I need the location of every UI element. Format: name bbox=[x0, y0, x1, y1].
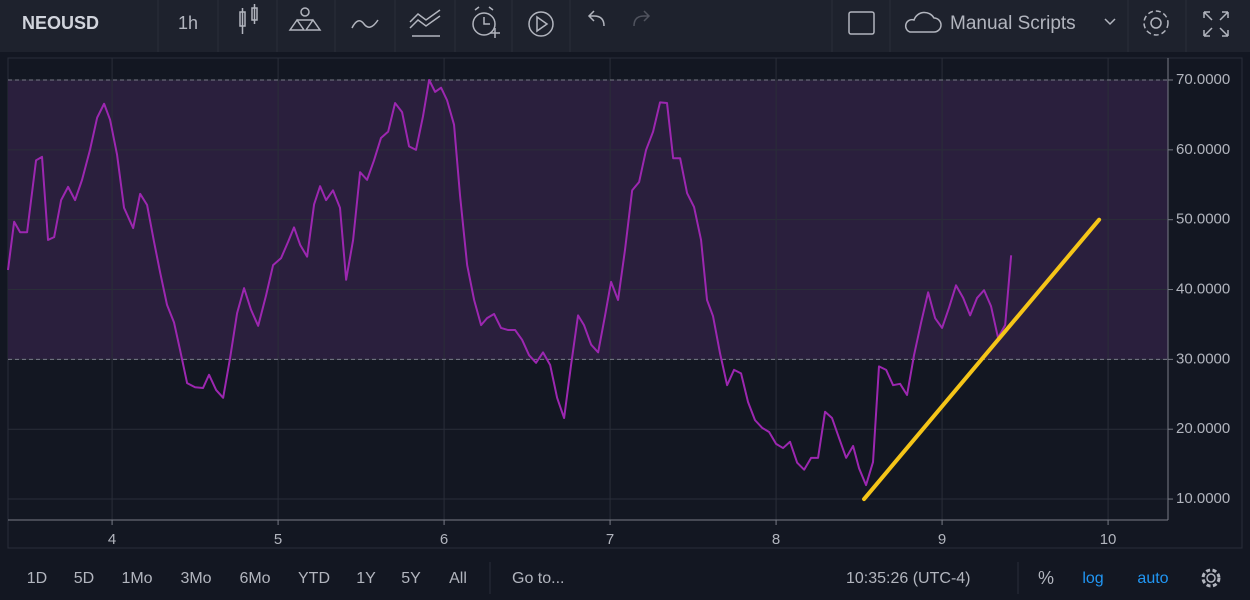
cloud-icon[interactable] bbox=[904, 11, 942, 33]
settings-icon[interactable] bbox=[1201, 568, 1221, 588]
toolbar-separators bbox=[157, 0, 1187, 52]
trend-line[interactable] bbox=[862, 217, 1102, 502]
candles-icon[interactable] bbox=[239, 4, 258, 34]
templates-icon[interactable] bbox=[409, 9, 441, 37]
top-toolbar bbox=[0, 0, 1250, 52]
time: 10:35:26 (UTC-4) bbox=[846, 570, 971, 587]
scripts-menu[interactable]: Manual Scripts bbox=[950, 13, 1076, 34]
x-tick-label: 5 bbox=[274, 531, 282, 548]
y-tick-label: 30.0000 bbox=[1176, 350, 1230, 367]
auto-toggle[interactable]: auto bbox=[1137, 570, 1168, 587]
symbol[interactable]: NEOUSD bbox=[22, 13, 99, 33]
redo-icon[interactable] bbox=[633, 10, 651, 27]
range-button[interactable]: 5D bbox=[74, 570, 94, 587]
indicator-icon[interactable] bbox=[351, 19, 379, 29]
percent-toggle[interactable]: % bbox=[1038, 568, 1054, 588]
range-button[interactable]: 3Mo bbox=[180, 570, 211, 587]
range-button[interactable]: 1Mo bbox=[121, 570, 152, 587]
caret-icon[interactable] bbox=[1104, 18, 1116, 26]
plot: 10.0000 20.0000 30.0000 40.0000 50.0000 60.00… bbox=[7, 58, 1230, 548]
x-tick-label: 8 bbox=[772, 531, 780, 548]
layout-icon[interactable] bbox=[848, 11, 875, 35]
y-tick-label: 20.0000 bbox=[1176, 420, 1230, 437]
interval[interactable]: 1h bbox=[178, 13, 198, 33]
bottom-toolbar bbox=[0, 556, 1250, 600]
settings-icon[interactable] bbox=[1143, 10, 1169, 36]
range-button[interactable]: 1D bbox=[27, 570, 47, 587]
ranges: 1D 5D 1Mo 3Mo 6Mo YTD 1Y 5Y All bbox=[27, 570, 467, 587]
y-tick-label: 50.0000 bbox=[1176, 211, 1230, 228]
x-tick-label: 7 bbox=[606, 531, 614, 548]
x-tick-label: 4 bbox=[108, 531, 116, 548]
undo-icon[interactable] bbox=[587, 10, 605, 27]
x-tick-label: 10 bbox=[1100, 531, 1117, 548]
rsi-line bbox=[7, 79, 1013, 487]
fullscreen-icon[interactable] bbox=[1203, 11, 1229, 37]
range-button[interactable]: 1Y bbox=[356, 570, 376, 587]
alert-icon[interactable] bbox=[472, 6, 500, 38]
range-button[interactable]: YTD bbox=[298, 570, 330, 587]
y-tick-label: 60.0000 bbox=[1176, 141, 1230, 158]
y-tick-label: 70.0000 bbox=[1176, 71, 1230, 88]
range-button[interactable]: 5Y bbox=[401, 570, 421, 587]
x-tick-label: 6 bbox=[440, 531, 448, 548]
range-button[interactable]: 6Mo bbox=[239, 570, 270, 587]
log-toggle[interactable]: log bbox=[1082, 570, 1103, 587]
x-tick-label: 9 bbox=[938, 531, 946, 548]
y-tick-label: 40.0000 bbox=[1176, 280, 1230, 297]
range-button[interactable]: All bbox=[449, 570, 467, 587]
compare-icon[interactable] bbox=[288, 7, 322, 31]
replay-icon[interactable] bbox=[528, 11, 554, 37]
goto[interactable]: Go to... bbox=[512, 570, 564, 587]
y-tick-label: 10.0000 bbox=[1176, 490, 1230, 507]
